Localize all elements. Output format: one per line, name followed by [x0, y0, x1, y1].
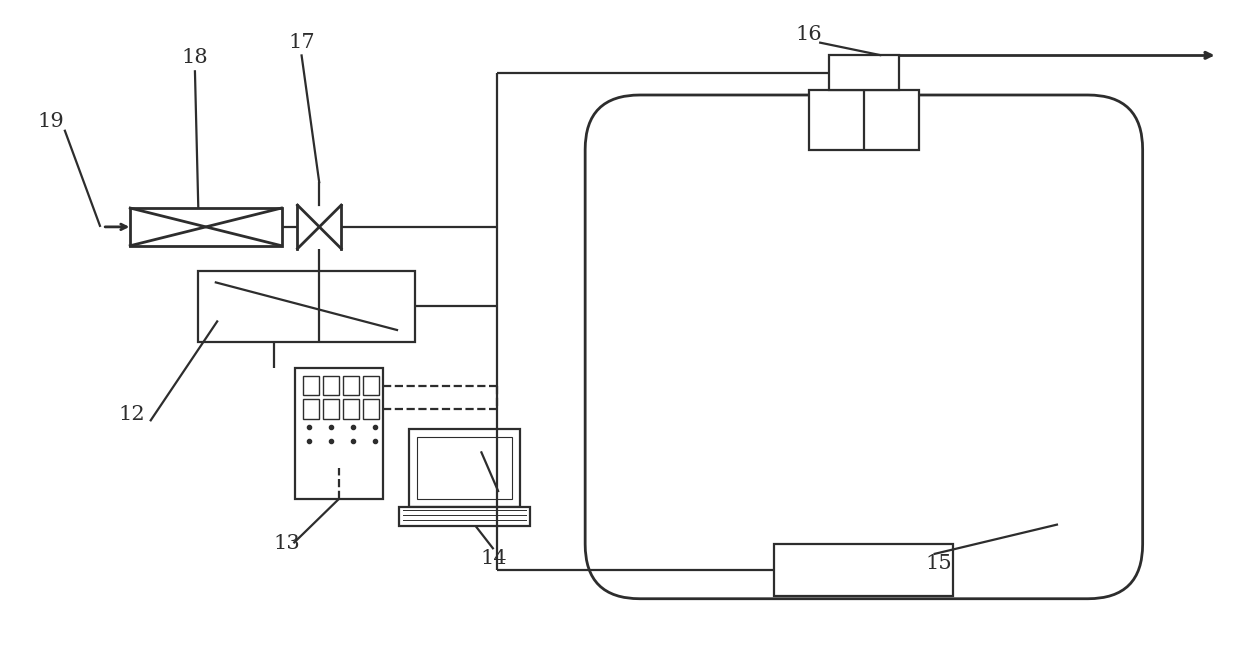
Bar: [830, 56, 899, 90]
Text: 18: 18: [181, 48, 208, 67]
Text: 13: 13: [273, 534, 300, 553]
Text: 12: 12: [119, 404, 145, 424]
Bar: [343, 375, 360, 395]
Text: 17: 17: [288, 33, 315, 52]
Bar: [295, 367, 383, 498]
Text: 19: 19: [37, 113, 64, 131]
Bar: [324, 399, 340, 419]
Bar: [810, 90, 919, 150]
Bar: [130, 208, 281, 246]
Bar: [343, 399, 360, 419]
Bar: [363, 399, 379, 419]
Bar: [304, 399, 320, 419]
Bar: [363, 375, 379, 395]
Text: 14: 14: [480, 549, 507, 567]
Bar: [304, 375, 320, 395]
Bar: [198, 271, 415, 342]
Text: 16: 16: [796, 25, 822, 44]
Bar: [409, 429, 521, 506]
Bar: [774, 544, 954, 596]
FancyBboxPatch shape: [585, 95, 1142, 598]
Bar: [417, 437, 512, 498]
Bar: [324, 375, 340, 395]
Bar: [399, 506, 531, 526]
Text: 15: 15: [925, 553, 952, 573]
